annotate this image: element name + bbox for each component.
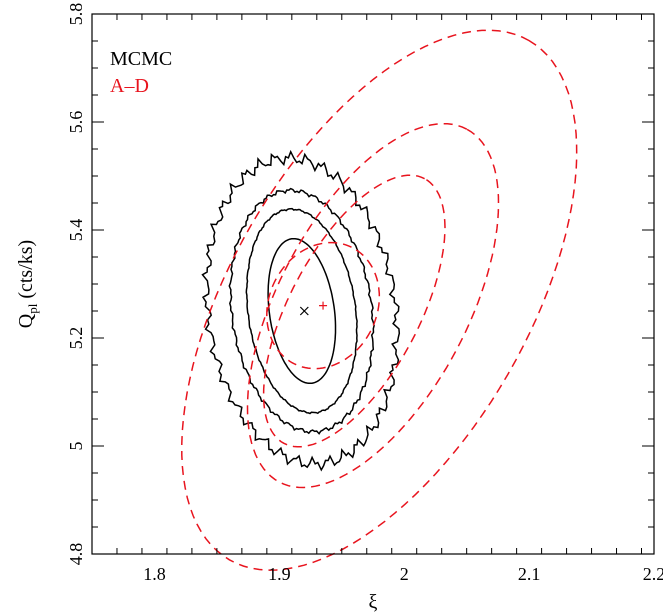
ad-contour-3 — [246, 122, 500, 489]
y-tick-label: 5.6 — [66, 111, 86, 134]
mcmc-contour-4 — [201, 149, 401, 472]
mcmc-best-fit-marker — [299, 306, 309, 316]
y-tick-label: 5.2 — [66, 327, 86, 350]
y-tick-label: 4.8 — [66, 543, 86, 566]
y-tick-label-group: 5.4 — [66, 219, 86, 242]
y-tick-label: 5.4 — [66, 219, 86, 242]
y-tick-label-group: 5.2 — [66, 327, 86, 350]
x-tick-label: 2 — [400, 564, 409, 584]
x-axis-title: ξ — [369, 591, 378, 613]
y-tick-label-group: 4.8 — [66, 543, 86, 566]
y-tick-label: 5 — [66, 442, 86, 451]
y-tick-label: 5.8 — [66, 3, 86, 26]
y-axis-title: Qpl (cts/ks) — [15, 240, 40, 328]
y-axis-subscript: pl — [25, 303, 40, 314]
mcmc-contour-3 — [228, 187, 375, 435]
y-axis-symbol: Q — [15, 313, 37, 328]
ad-best-fit-marker — [319, 301, 328, 310]
legend-ad: A–D — [110, 75, 149, 97]
ad-contour-1 — [266, 241, 381, 370]
y-axis-title-group: Qpl (cts/ks) — [15, 240, 40, 328]
mcmc-contour-1 — [267, 237, 337, 385]
y-tick-label-group: 5.6 — [66, 111, 86, 134]
y-tick-label-group: 5.8 — [66, 3, 86, 26]
x-tick-label: 1.8 — [143, 564, 166, 584]
x-tick-label: 2.2 — [643, 564, 663, 584]
ad-contour-4 — [181, 29, 578, 571]
x-tick-label: 2.1 — [518, 564, 541, 584]
ad-contour-2 — [262, 174, 446, 448]
y-tick-label-group: 5 — [66, 442, 86, 451]
legend-mcmc: MCMC — [110, 48, 172, 70]
x-tick-label: 1.9 — [268, 564, 291, 584]
plot-frame — [91, 13, 655, 555]
y-axis-unit: (cts/ks) — [15, 240, 37, 299]
